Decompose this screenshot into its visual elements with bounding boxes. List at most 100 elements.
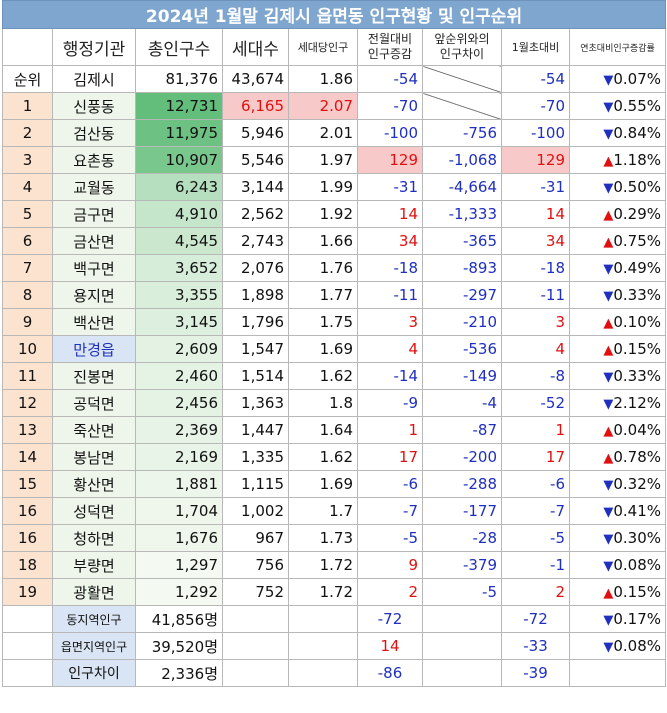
table-row: 10 만경읍 2,609 1,547 1.69 4 -536 4 ▲0.15% [2,335,667,363]
city-jan-pct-value: 0.07% [613,70,662,88]
rank-cell: 16 [2,524,53,552]
jan-change: 1 [501,416,570,444]
rank-cell: 11 [2,362,53,390]
region-name: 공덕면 [52,389,136,417]
total-population: 1,881 [135,470,223,498]
total-population: 3,355 [135,281,223,309]
households: 1,898 [222,281,289,309]
table-row: 8 용지면 3,355 1,898 1.77 -11 -297 -11 ▼0.33% [2,281,667,309]
per-household: 1.72 [288,551,358,579]
table-row: 12 공덕면 2,456 1,363 1.8 -9 -4 -52 ▼2.12% [2,389,667,417]
households: 5,946 [222,119,289,147]
gap-prev: -536 [422,335,502,363]
mom-change: -18 [357,254,423,282]
footer-blank [568,659,667,687]
row-jan-pct-value: 0.30% [613,529,662,547]
households: 967 [222,524,289,552]
mom-change: -9 [357,389,423,417]
rank-cell: 5 [2,200,53,228]
down-triangle-icon: ▼ [603,73,614,88]
row-jan-pct: ▲0.15% [568,578,667,606]
footer-value: 41,856명 [135,605,223,633]
gap-prev: -87 [422,416,502,444]
region-name: 요촌동 [52,146,136,174]
mom-change: -70 [357,92,423,120]
households: 1,447 [222,416,289,444]
row-jan-pct-value: 0.04% [613,421,662,439]
rank-cell: 14 [2,443,53,471]
footer-blank [422,632,502,660]
row-jan-pct-value: 0.15% [613,583,662,601]
row-jan-pct-value: 0.15% [613,340,662,358]
total-population: 1,704 [135,497,223,525]
footer-jan-change: -72 [501,605,570,633]
footer-jan-pct: ▼0.17% [568,605,667,633]
down-triangle-icon: ▼ [603,613,614,628]
total-population: 2,456 [135,389,223,417]
header-org: 행정기관 [52,28,136,66]
row-jan-pct: ▲0.75% [568,227,667,255]
region-name: 백산면 [52,308,136,336]
table-row: 14 봉남면 2,169 1,335 1.62 17 -200 17 ▲0.78% [2,443,667,471]
footer-jan-change: -39 [501,659,570,687]
row-jan-pct-value: 0.49% [613,259,662,277]
header-gap-prev: 앞순위와의 인구차이 [422,28,502,66]
mom-change: 1 [357,416,423,444]
per-household: 1.76 [288,254,358,282]
row-jan-pct-value: 0.29% [613,205,662,223]
population-table: 2024년 1월말 김제시 읍면동 인구현황 및 인구순위 행정기관 총인구수 … [1,0,667,687]
rank-cell: 15 [2,470,53,498]
jan-change: 3 [501,308,570,336]
down-triangle-icon: ▼ [603,181,614,196]
down-triangle-icon: ▼ [603,262,614,277]
up-triangle-icon: ▲ [603,154,614,169]
table-row: 5 금구면 4,910 2,562 1.92 14 -1,333 14 ▲0.29% [2,200,667,228]
region-name: 봉남면 [52,443,136,471]
jan-change: 14 [501,200,570,228]
row-jan-pct-value: 0.32% [613,475,662,493]
per-household: 2.01 [288,119,358,147]
total-population: 4,910 [135,200,223,228]
row-jan-pct: ▼0.84% [568,119,667,147]
total-population: 1,297 [135,551,223,579]
total-population: 4,545 [135,227,223,255]
table-row: 16 성덕면 1,704 1,002 1.7 -7 -177 -7 ▼0.41% [2,497,667,525]
down-triangle-icon: ▼ [603,100,614,115]
households: 752 [222,578,289,606]
gap-prev: -893 [422,254,502,282]
footer-blank [422,659,502,687]
total-population: 3,652 [135,254,223,282]
table-row: 11 진봉면 2,460 1,514 1.62 -14 -149 -8 ▼0.33% [2,362,667,390]
footer-mom-change: 14 [357,632,423,660]
households: 1,363 [222,389,289,417]
region-name: 금구면 [52,200,136,228]
mom-change: -100 [357,119,423,147]
per-household: 2.07 [288,92,358,120]
table-row: 1 신풍동 12,731 6,165 2.07 -70 -70 ▼0.55% [2,92,667,120]
row-jan-pct: ▲1.18% [568,146,667,174]
city-name: 김제시 [52,65,136,93]
per-household: 1.69 [288,335,358,363]
rank-cell: 19 [2,578,53,606]
rank-cell: 9 [2,308,53,336]
gap-prev: -288 [422,470,502,498]
footer-blank [222,632,289,660]
table-title: 2024년 1월말 김제시 읍면동 인구현황 및 인구순위 [1,0,667,29]
footer-label: 읍면지역인구 [52,632,136,660]
mom-change: -6 [357,470,423,498]
total-population: 10,907 [135,146,223,174]
total-population: 2,609 [135,335,223,363]
gap-prev: -5 [422,578,502,606]
per-household: 1.7 [288,497,358,525]
row-jan-pct-value: 0.33% [613,286,662,304]
row-jan-pct: ▼0.49% [568,254,667,282]
footer-blank [2,605,53,633]
mom-change: 14 [357,200,423,228]
households: 1,115 [222,470,289,498]
up-triangle-icon: ▲ [603,343,614,358]
gap-prev: -1,333 [422,200,502,228]
households: 1,002 [222,497,289,525]
footer-row: 동지역인구 41,856명 -72 -72 ▼0.17% [2,605,667,633]
mom-change: -7 [357,497,423,525]
row-jan-pct-value: 0.78% [613,448,662,466]
